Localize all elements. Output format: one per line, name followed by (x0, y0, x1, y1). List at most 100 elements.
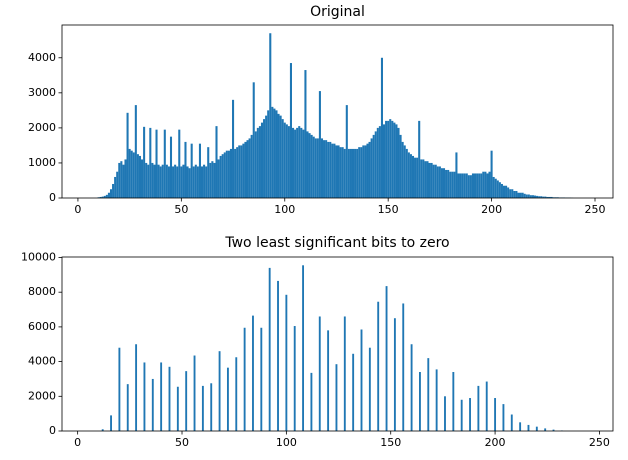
bar (311, 135, 313, 198)
bar (484, 172, 486, 198)
bar (494, 398, 496, 431)
bar (313, 137, 315, 198)
chart-title: Two least significant bits to zero (224, 235, 449, 251)
y-tick-label: 4000 (28, 355, 56, 368)
bar (394, 318, 396, 431)
bar (158, 165, 160, 198)
y-tick-label: 8000 (28, 285, 56, 298)
bar (228, 151, 230, 198)
bar (472, 173, 474, 198)
bar (182, 165, 184, 198)
bar (185, 371, 187, 431)
bar (141, 159, 143, 198)
bar (386, 286, 388, 431)
bar (129, 149, 131, 198)
bar (304, 70, 306, 198)
bar (505, 186, 507, 198)
bar (207, 147, 209, 198)
bar (369, 142, 371, 198)
bar (517, 193, 519, 198)
bar (199, 144, 201, 198)
bar (166, 165, 168, 198)
bar (410, 154, 412, 198)
bar (317, 138, 319, 198)
bar (236, 147, 238, 198)
bar (288, 126, 290, 198)
bar (528, 194, 530, 198)
bar (528, 425, 530, 431)
bar (369, 348, 371, 431)
bar (213, 163, 215, 198)
y-tick-label: 3000 (28, 86, 56, 99)
bar (315, 138, 317, 198)
x-tick-label: 0 (74, 436, 81, 449)
bar (451, 172, 453, 198)
bar (419, 372, 421, 431)
y-tick-label: 1000 (28, 156, 56, 169)
bar (335, 145, 337, 198)
bar (364, 145, 366, 198)
bar (400, 135, 402, 198)
bar (455, 152, 457, 198)
bar (383, 124, 385, 198)
bar (160, 362, 162, 431)
bar (290, 63, 292, 198)
bar (184, 142, 186, 198)
bar (106, 195, 108, 198)
bar (267, 110, 269, 198)
bar (205, 166, 207, 198)
bar (143, 127, 145, 198)
bar (452, 372, 454, 431)
bar (230, 149, 232, 198)
bar (284, 123, 286, 198)
bar (444, 396, 446, 431)
x-tick-label: 150 (380, 436, 401, 449)
bar (252, 316, 254, 431)
bar (346, 105, 348, 198)
bar (416, 158, 418, 198)
bar (302, 265, 304, 431)
bar (131, 151, 133, 198)
bar (209, 163, 211, 198)
bar (491, 151, 493, 198)
bar (275, 110, 277, 198)
bar (532, 195, 534, 198)
bar (269, 268, 271, 431)
bar (296, 128, 298, 198)
bar (306, 131, 308, 198)
bar (397, 128, 399, 198)
bar (249, 138, 251, 198)
bar (253, 82, 255, 198)
bar (501, 184, 503, 198)
bar (522, 193, 524, 198)
bar (422, 159, 424, 198)
bar (174, 165, 176, 198)
bar (127, 113, 129, 198)
x-tick-label: 100 (274, 203, 295, 216)
bar (426, 161, 428, 198)
bar (218, 159, 220, 198)
bar (265, 116, 267, 198)
bar (441, 168, 443, 198)
bar (120, 161, 122, 198)
bar (519, 422, 521, 431)
bar (362, 145, 364, 198)
bar (215, 126, 217, 198)
bar (210, 383, 212, 431)
bar (260, 328, 262, 431)
bar (151, 163, 153, 198)
bar (536, 427, 538, 431)
y-tick-label: 4000 (28, 51, 56, 64)
bar (325, 140, 327, 198)
x-tick-label: 0 (74, 203, 81, 216)
bar (342, 147, 344, 198)
bar (300, 128, 302, 198)
bar (178, 130, 180, 198)
bar (127, 384, 129, 431)
bar (234, 149, 236, 198)
bar (189, 168, 191, 198)
bar (466, 173, 468, 198)
bar (195, 165, 197, 198)
bar (112, 184, 114, 198)
bar (176, 166, 178, 198)
